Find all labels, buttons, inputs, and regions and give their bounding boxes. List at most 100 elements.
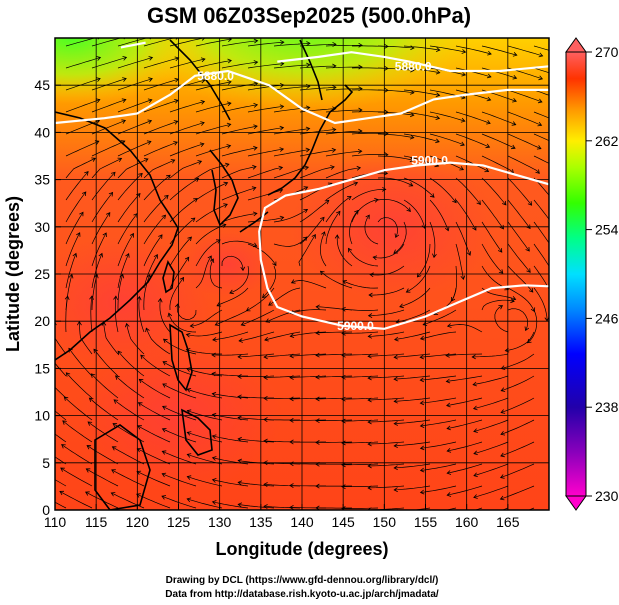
streamline bbox=[351, 154, 388, 157]
streamline bbox=[368, 441, 405, 445]
streamline bbox=[221, 213, 257, 223]
streamline bbox=[143, 214, 166, 245]
streamline-arrowhead bbox=[64, 295, 70, 300]
streamline-arrowhead bbox=[211, 352, 216, 358]
streamline-arrowhead bbox=[353, 181, 359, 186]
streamline-arrowhead bbox=[197, 160, 203, 165]
streamline-arrowhead bbox=[162, 338, 168, 344]
streamline-arrowhead bbox=[341, 306, 346, 312]
streamline bbox=[212, 479, 249, 487]
streamline bbox=[68, 348, 93, 377]
streamline bbox=[315, 375, 353, 378]
streamline-arrowhead bbox=[223, 181, 229, 187]
x-tick-label: 115 bbox=[85, 514, 108, 530]
streamline bbox=[420, 353, 457, 358]
streamline bbox=[90, 296, 93, 333]
streamline-arrowhead bbox=[324, 199, 330, 205]
streamline bbox=[500, 485, 535, 500]
streamline-arrowhead bbox=[510, 144, 516, 150]
streamline bbox=[406, 265, 431, 293]
streamline bbox=[239, 331, 275, 342]
streamline-arrowhead bbox=[341, 374, 346, 380]
streamline-arrowhead bbox=[224, 162, 230, 168]
streamline bbox=[65, 232, 81, 267]
streamline bbox=[247, 216, 284, 223]
streamline bbox=[325, 88, 363, 91]
streamline-arrowhead bbox=[393, 421, 398, 426]
streamline-arrowhead bbox=[471, 354, 476, 360]
credit-line-1: Drawing by DCL (https://www.gfd-dennou.o… bbox=[166, 575, 439, 586]
streamline bbox=[447, 485, 483, 496]
streamline-arrowhead bbox=[279, 125, 285, 131]
streamline bbox=[55, 433, 67, 443]
streamline bbox=[394, 375, 431, 380]
streamline-arrowhead bbox=[367, 463, 372, 469]
streamline-arrowhead bbox=[446, 323, 452, 328]
colorbar-tick-label: 262 bbox=[595, 133, 619, 149]
contour-label: 5880.0 bbox=[197, 69, 234, 83]
streamline bbox=[117, 57, 153, 69]
streamline bbox=[377, 67, 414, 71]
streamline-arrowhead bbox=[166, 174, 171, 180]
streamline bbox=[209, 258, 223, 289]
streamline-arrowhead bbox=[105, 212, 111, 217]
streamline-arrowhead bbox=[315, 440, 320, 445]
streamline-arrowhead bbox=[279, 61, 285, 67]
streamline bbox=[447, 324, 483, 333]
credit-line-2: Data from http://database.rish.kyoto-u.a… bbox=[165, 589, 439, 600]
streamline-arrowhead bbox=[226, 144, 232, 149]
coastline-sakhalin bbox=[299, 39, 323, 101]
streamline bbox=[446, 375, 483, 382]
streamline-arrowhead bbox=[93, 273, 99, 279]
streamline-arrowhead bbox=[215, 239, 221, 244]
streamline-arrowhead bbox=[146, 274, 151, 279]
streamline bbox=[103, 322, 119, 355]
streamline-arrowhead bbox=[186, 367, 191, 372]
streamline-arrowhead bbox=[306, 41, 311, 46]
streamline bbox=[533, 133, 549, 141]
streamline bbox=[238, 504, 275, 509]
streamline-arrowhead bbox=[211, 434, 217, 439]
streamline bbox=[86, 445, 119, 465]
streamline-arrowhead bbox=[186, 409, 192, 414]
streamline-arrowhead bbox=[102, 232, 107, 238]
streamline bbox=[291, 280, 327, 289]
streamline bbox=[473, 375, 509, 386]
streamline-arrowhead bbox=[145, 327, 150, 333]
streamline bbox=[140, 354, 171, 377]
streamline-arrowhead bbox=[113, 295, 118, 300]
streamline bbox=[238, 482, 275, 487]
streamline bbox=[429, 133, 465, 146]
x-axis-label: Longitude (degrees) bbox=[215, 539, 388, 559]
streamline bbox=[143, 57, 179, 69]
y-axis-label: Latitude (degrees) bbox=[3, 196, 23, 352]
streamline bbox=[533, 89, 549, 96]
streamline bbox=[507, 265, 534, 293]
streamline-arrowhead bbox=[330, 165, 335, 170]
streamline-arrowhead bbox=[548, 294, 549, 295]
streamline bbox=[403, 45, 440, 51]
streamline-arrowhead bbox=[240, 266, 246, 272]
streamline-arrowhead bbox=[487, 50, 492, 56]
streamline-arrowhead bbox=[237, 436, 242, 442]
streamline-arrowhead bbox=[101, 321, 107, 326]
streamline bbox=[368, 375, 405, 379]
streamline-arrowhead bbox=[253, 38, 259, 44]
streamline-arrowhead bbox=[161, 450, 167, 455]
streamline bbox=[299, 86, 336, 91]
streamline bbox=[187, 410, 223, 421]
streamline-arrowhead bbox=[526, 224, 531, 230]
streamline-arrowhead bbox=[303, 186, 309, 191]
streamline-arrowhead bbox=[186, 453, 192, 458]
streamline bbox=[481, 67, 517, 79]
streamline-arrowhead bbox=[331, 127, 337, 133]
streamline bbox=[394, 485, 431, 491]
streamline-arrowhead bbox=[289, 461, 294, 467]
streamline-arrowhead bbox=[240, 321, 246, 327]
streamline bbox=[137, 448, 171, 465]
streamline-arrowhead bbox=[263, 482, 268, 488]
streamline bbox=[64, 396, 93, 421]
streamline-arrowhead bbox=[262, 293, 267, 299]
streamline-arrowhead bbox=[289, 396, 294, 402]
streamline-arrowhead bbox=[199, 142, 205, 147]
